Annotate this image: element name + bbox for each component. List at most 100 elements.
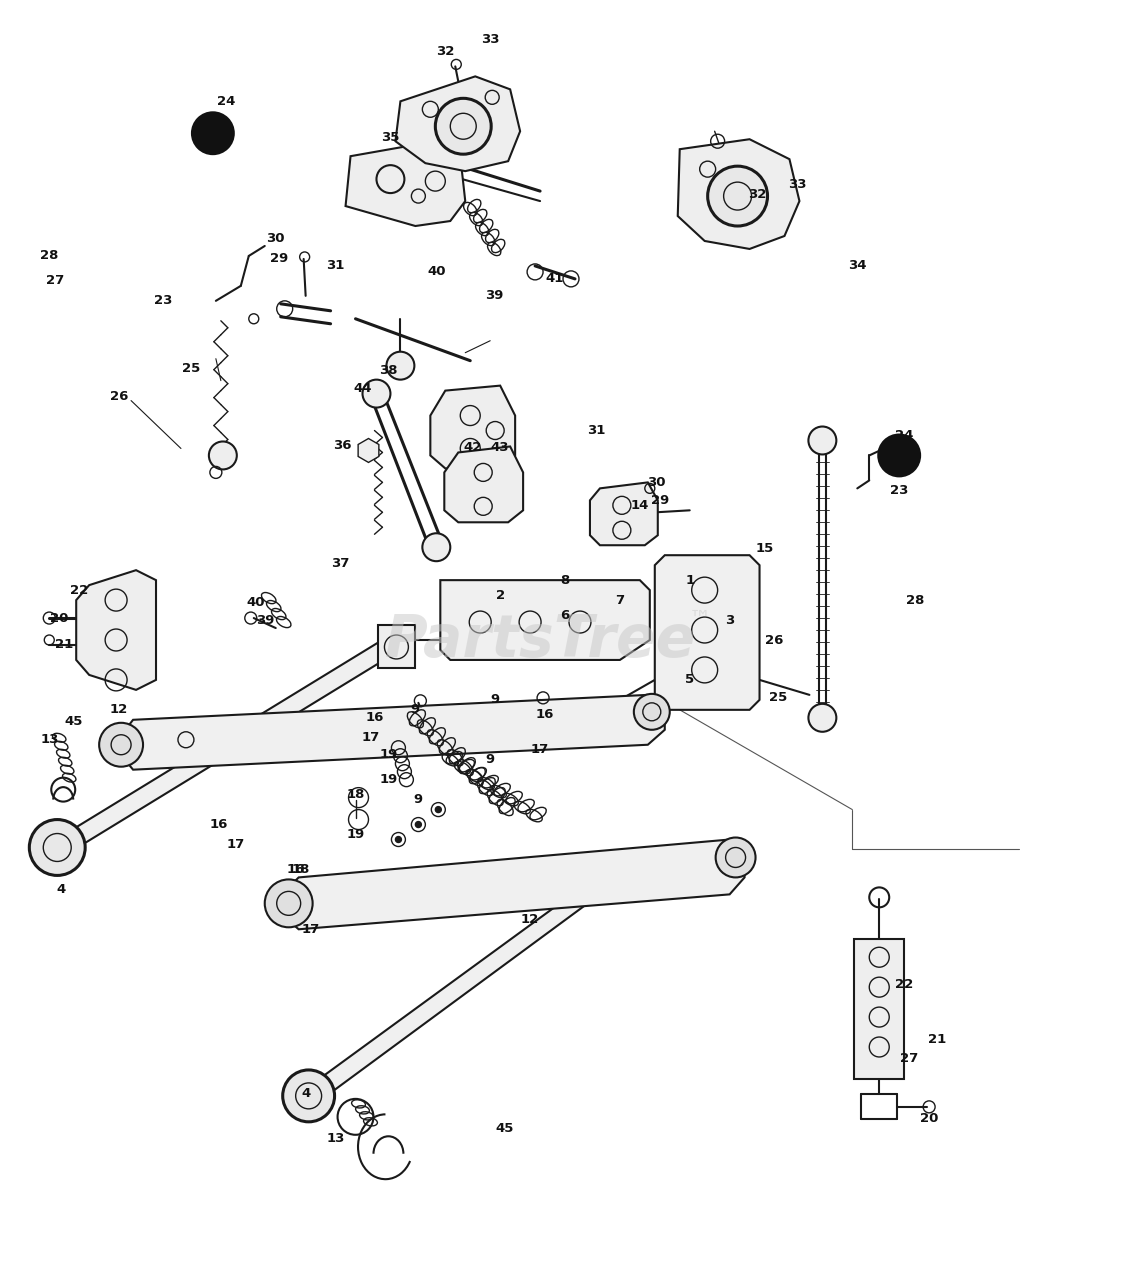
Text: 39: 39	[484, 289, 504, 302]
Circle shape	[634, 694, 670, 730]
Polygon shape	[306, 882, 600, 1103]
Circle shape	[716, 837, 756, 877]
Text: 16: 16	[365, 712, 384, 724]
Circle shape	[190, 111, 235, 155]
Text: 23: 23	[154, 294, 172, 307]
Text: 19: 19	[380, 773, 398, 786]
Text: 4: 4	[57, 883, 66, 896]
Text: 17: 17	[531, 744, 549, 756]
Polygon shape	[654, 556, 759, 710]
Circle shape	[396, 837, 401, 842]
Text: 21: 21	[55, 639, 73, 652]
Text: 4: 4	[301, 1088, 310, 1101]
Text: 26: 26	[765, 634, 783, 646]
Text: 3: 3	[725, 613, 734, 626]
Text: 9: 9	[490, 694, 499, 707]
Text: 33: 33	[481, 33, 499, 46]
Text: 43: 43	[491, 442, 510, 454]
Polygon shape	[678, 140, 799, 248]
Text: 45: 45	[64, 716, 82, 728]
Text: 38: 38	[380, 364, 398, 378]
Text: 25: 25	[770, 691, 788, 704]
Text: 9: 9	[410, 703, 420, 717]
Text: 33: 33	[788, 178, 807, 191]
Text: 28: 28	[906, 594, 925, 607]
Polygon shape	[430, 385, 515, 468]
Text: 9: 9	[414, 794, 423, 806]
Text: 35: 35	[381, 131, 400, 143]
Text: 30: 30	[267, 233, 285, 246]
Text: 13: 13	[326, 1133, 344, 1146]
Text: 36: 36	[333, 439, 352, 452]
Text: 24: 24	[895, 429, 913, 442]
Polygon shape	[445, 447, 523, 522]
Text: 31: 31	[587, 424, 605, 436]
Circle shape	[808, 704, 837, 732]
Text: 17: 17	[227, 838, 245, 851]
Text: 29: 29	[651, 494, 669, 507]
Text: 24: 24	[217, 95, 235, 108]
Polygon shape	[358, 439, 378, 462]
Circle shape	[283, 1070, 334, 1121]
Polygon shape	[396, 77, 520, 172]
Text: 40: 40	[428, 265, 446, 278]
Text: 21: 21	[928, 1033, 946, 1046]
Polygon shape	[51, 635, 400, 855]
Text: 23: 23	[890, 484, 909, 497]
Text: 14: 14	[630, 499, 649, 512]
Text: 34: 34	[848, 260, 866, 273]
Text: 12: 12	[521, 913, 539, 925]
Circle shape	[30, 819, 86, 876]
Circle shape	[363, 380, 390, 407]
Polygon shape	[119, 695, 665, 769]
Bar	[854, 940, 904, 1079]
Circle shape	[99, 723, 142, 767]
Text: 20: 20	[920, 1112, 938, 1125]
Text: 31: 31	[326, 260, 344, 273]
Circle shape	[808, 426, 837, 454]
Circle shape	[435, 806, 441, 813]
Text: 22: 22	[70, 584, 88, 596]
Polygon shape	[76, 570, 156, 690]
Text: 27: 27	[901, 1052, 919, 1065]
Polygon shape	[591, 483, 658, 545]
Polygon shape	[283, 840, 744, 929]
Circle shape	[878, 434, 921, 477]
Circle shape	[708, 166, 767, 227]
Circle shape	[422, 534, 450, 561]
Text: 29: 29	[269, 252, 287, 265]
Text: 42: 42	[463, 442, 481, 454]
Text: 6: 6	[561, 608, 570, 622]
Text: 41: 41	[546, 273, 564, 285]
Polygon shape	[378, 625, 415, 668]
Text: 17: 17	[301, 923, 319, 936]
Circle shape	[435, 99, 491, 154]
Text: 44: 44	[353, 383, 372, 396]
Text: 8: 8	[561, 573, 570, 586]
Text: 32: 32	[437, 45, 455, 58]
Text: 28: 28	[40, 250, 58, 262]
Text: 9: 9	[486, 753, 495, 767]
Circle shape	[415, 822, 422, 828]
Text: 26: 26	[109, 390, 129, 403]
Circle shape	[209, 442, 237, 470]
Text: 2: 2	[496, 589, 505, 602]
Text: PartsTree: PartsTree	[384, 612, 695, 668]
Text: 7: 7	[616, 594, 625, 607]
Text: 16: 16	[536, 708, 554, 722]
Text: 32: 32	[748, 188, 767, 201]
Text: 18: 18	[347, 788, 365, 801]
Circle shape	[386, 352, 414, 380]
Text: 18: 18	[292, 863, 310, 876]
Polygon shape	[440, 580, 650, 660]
Text: 5: 5	[685, 673, 694, 686]
Text: 19: 19	[380, 749, 398, 762]
Text: 39: 39	[256, 613, 275, 626]
Text: 20: 20	[50, 612, 68, 625]
Circle shape	[264, 879, 312, 927]
Text: 1: 1	[685, 573, 694, 586]
Text: 16: 16	[210, 818, 228, 831]
Polygon shape	[345, 141, 465, 227]
Text: 13: 13	[40, 733, 58, 746]
Text: 19: 19	[347, 828, 365, 841]
